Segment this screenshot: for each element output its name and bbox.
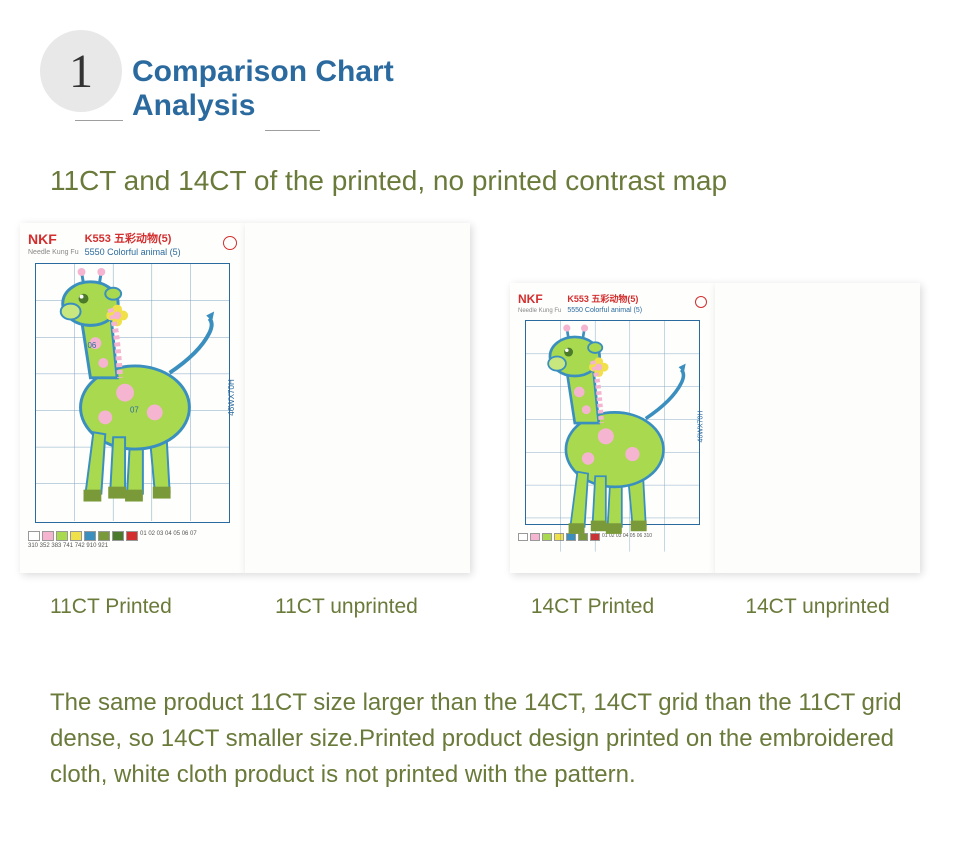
pattern-grid-11: 06 07 46WX70H [35,263,230,523]
stamp-icon [695,296,707,308]
giraffe-pattern-11: 06 07 [36,264,229,521]
card-header: NKF Needle Kung Fu K553 五彩动物(5) 5550 Col… [20,223,245,259]
labels-row: 11CT Printed 11CT unprinted 14CT Printed… [20,595,940,619]
label-11ct-printed: 11CT Printed [20,595,245,619]
product-code: K553 五彩动物(5) [567,294,638,304]
key-swatch [126,531,138,541]
step-number-badge: 1 [40,30,122,112]
brand-block: NKF Needle Kung Fu [28,231,79,256]
products-row: NKF Needle Kung Fu K553 五彩动物(5) 5550 Col… [20,223,920,573]
brand-block: NKF Needle Kung Fu [518,290,561,314]
key-swatch [70,531,82,541]
key-swatch [112,531,124,541]
card-11ct-unprinted [245,223,470,573]
product-code: K553 五彩动物(5) [85,233,172,245]
label-14ct-printed: 14CT Printed [470,595,715,619]
title-line-1: Comparison Chart [132,55,394,89]
title-line-2: Analysis [132,89,394,123]
brand-name: NKF [28,231,57,247]
accent-line-right [265,130,320,131]
key-swatch [98,531,110,541]
svg-text:07: 07 [130,405,139,414]
product-title-block: K553 五彩动物(5) 5550 Colorful animal (5) [85,229,181,257]
label-11ct-unprinted: 11CT unprinted [245,595,470,619]
accent-line-left [75,120,123,121]
label-14ct-unprinted: 14CT unprinted [715,595,920,619]
brand-name: NKF [518,292,543,306]
key-codes: 01 02 03 04 05 06 07 [140,531,197,541]
pattern-grid-14: 46WX70H [525,320,700,525]
svg-text:06: 06 [87,341,96,350]
subtitle: 11CT and 14CT of the printed, no printed… [50,165,727,197]
key-swatch [84,531,96,541]
brand-tagline: Needle Kung Fu [28,249,79,256]
key-swatch [42,531,54,541]
key-dmc: 310 352 383 741 742 910 921 [28,543,108,549]
card-11ct-printed: NKF Needle Kung Fu K553 五彩动物(5) 5550 Col… [20,223,245,573]
product-subtitle: 5550 Colorful animal (5) [567,307,642,314]
dimensions-label: 46WX70H [698,410,705,442]
description-text: The same product 11CT size larger than t… [50,685,910,793]
stamp-icon [223,236,237,250]
card-header: NKF Needle Kung Fu K553 五彩动物(5) 5550 Col… [510,283,715,316]
dimensions-label: 46WX70H [227,379,236,415]
color-key: 01 02 03 04 05 06 07 310 352 383 741 742… [20,527,245,553]
card-14ct-printed: NKF Needle Kung Fu K553 五彩动物(5) 5550 Col… [510,283,715,573]
product-subtitle: 5550 Colorful animal (5) [85,247,181,257]
card-14ct-unprinted [715,283,920,573]
step-number: 1 [69,44,93,99]
giraffe-pattern-14 [526,321,699,552]
header-section: 1 Comparison Chart Analysis [0,0,960,30]
brand-tagline: Needle Kung Fu [518,308,561,314]
key-swatch [28,531,40,541]
key-swatch [56,531,68,541]
product-title-block: K553 五彩动物(5) 5550 Colorful animal (5) [567,289,642,314]
title-block: Comparison Chart Analysis [132,55,394,123]
